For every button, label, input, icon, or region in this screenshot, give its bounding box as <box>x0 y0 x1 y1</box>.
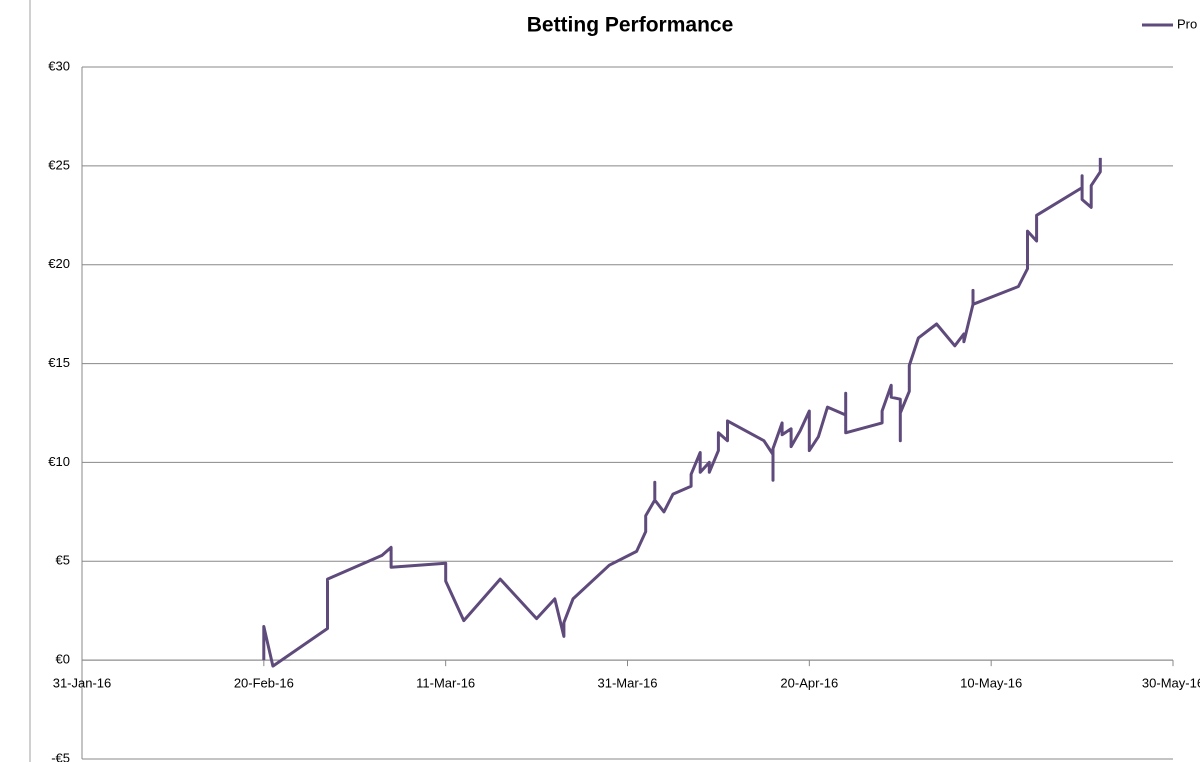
x-tick-label: 11-Mar-16 <box>416 676 475 691</box>
y-tick-label: -€5 <box>51 750 70 762</box>
y-tick-label: €25 <box>48 157 70 172</box>
y-tick-label: €15 <box>48 355 70 370</box>
y-tick-label: €5 <box>56 553 70 568</box>
x-tick-label: 31-Mar-16 <box>598 676 658 691</box>
chart-title: Betting Performance <box>527 14 734 37</box>
x-tick-label: 30-May-16 <box>1142 676 1200 691</box>
data-line <box>262 157 1102 668</box>
y-tick-label: €30 <box>48 58 70 73</box>
x-tick-label: 31-Jan-16 <box>53 676 112 691</box>
x-tick-label: 20-Apr-16 <box>780 676 838 691</box>
x-tick-label: 20-Feb-16 <box>234 676 294 691</box>
y-tick-label: €20 <box>48 256 70 271</box>
legend-label: Pro <box>1177 16 1197 31</box>
y-tick-label: €0 <box>56 652 70 667</box>
y-tick-label: €10 <box>48 454 70 469</box>
x-tick-label: 10-May-16 <box>960 676 1022 691</box>
